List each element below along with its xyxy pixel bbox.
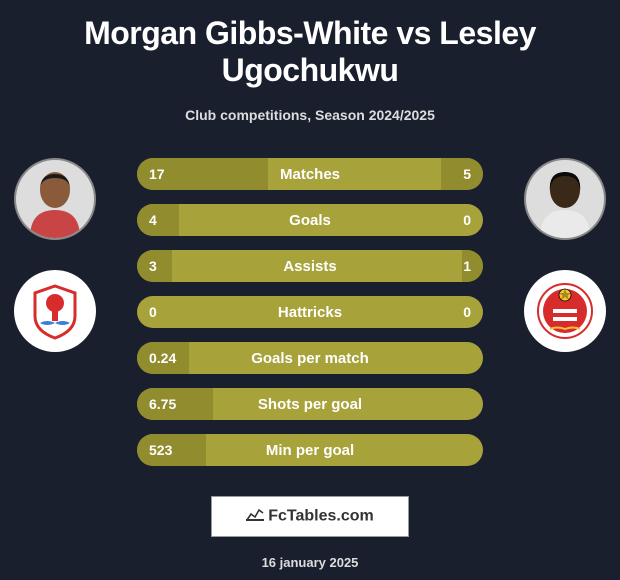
stat-fill-left: [137, 204, 179, 236]
stat-rows: 17 5 Matches 4 0 Goals 3 1 Assists 0 0 Hattricks 0.2…: [137, 158, 483, 466]
right-player-avatar: [524, 158, 606, 240]
comparison-body: 17 5 Matches 4 0 Goals 3 1 Assists 0 0 Hattricks 0.2…: [20, 158, 600, 468]
stat-value-right: 0: [463, 212, 471, 228]
stat-row: 523 Min per goal: [137, 434, 483, 466]
stat-label: Min per goal: [266, 442, 354, 459]
stat-value-right: 0: [463, 304, 471, 320]
stat-label: Assists: [283, 258, 336, 275]
stat-value-left: 4: [149, 212, 157, 228]
stat-row: 17 5 Matches: [137, 158, 483, 190]
player-silhouette-icon: [20, 168, 90, 238]
club-crest-icon: [535, 281, 595, 341]
stat-label: Goals per match: [251, 350, 369, 367]
stat-value-left: 3: [149, 258, 157, 274]
player-silhouette-icon: [530, 168, 600, 238]
stat-row: 0 0 Hattricks: [137, 296, 483, 328]
club-crest-icon: [25, 281, 85, 341]
stat-value-left: 0.24: [149, 350, 176, 366]
stat-row: 3 1 Assists: [137, 250, 483, 282]
left-side: [10, 158, 100, 352]
right-side: [520, 158, 610, 352]
stat-label: Goals: [289, 212, 331, 229]
page-title: Morgan Gibbs-White vs Lesley Ugochukwu: [20, 15, 600, 89]
stat-value-right: 5: [463, 166, 471, 182]
stat-row: 6.75 Shots per goal: [137, 388, 483, 420]
right-club-badge: [524, 270, 606, 352]
brand-text: FcTables.com: [268, 508, 374, 525]
chart-icon: [246, 507, 264, 526]
date-text: 16 january 2025: [20, 555, 600, 570]
stat-value-left: 523: [149, 442, 172, 458]
stat-row: 0.24 Goals per match: [137, 342, 483, 374]
left-club-badge: [14, 270, 96, 352]
footer: FcTables.com 16 january 2025: [20, 496, 600, 570]
stat-row: 4 0 Goals: [137, 204, 483, 236]
stat-value-left: 6.75: [149, 396, 176, 412]
subtitle: Club competitions, Season 2024/2025: [20, 107, 600, 123]
stat-value-left: 17: [149, 166, 165, 182]
stat-value-left: 0: [149, 304, 157, 320]
stat-value-right: 1: [463, 258, 471, 274]
brand-badge: FcTables.com: [211, 496, 409, 537]
stat-label: Matches: [280, 166, 340, 183]
stat-label: Hattricks: [278, 304, 342, 321]
left-player-avatar: [14, 158, 96, 240]
stat-label: Shots per goal: [258, 396, 362, 413]
